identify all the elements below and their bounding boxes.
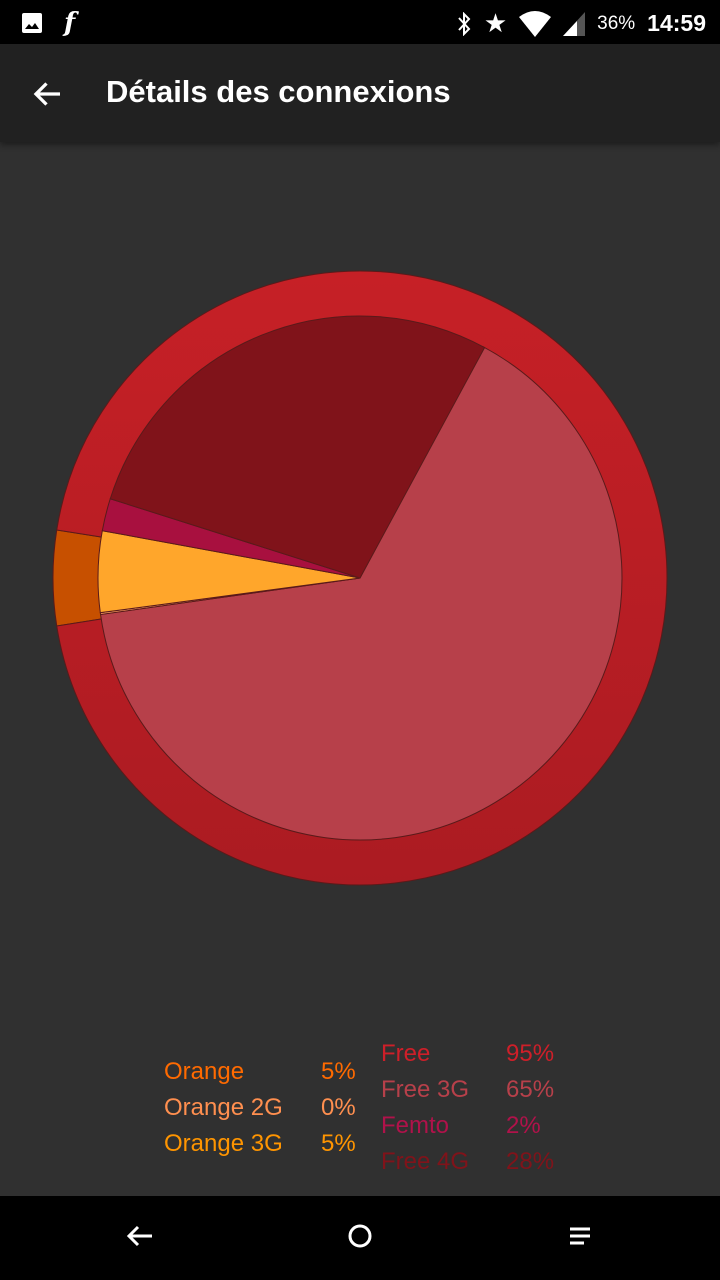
status-bar: f ★ 36% 14:59	[0, 0, 720, 44]
bluetooth-icon	[458, 11, 471, 36]
home-icon[interactable]	[348, 1224, 372, 1253]
legend-value: 2%	[506, 1112, 541, 1139]
legend-label: Free 4G	[381, 1148, 470, 1175]
legend-value: 65%	[506, 1076, 555, 1103]
legend-item: Orange 2G 0%	[164, 1090, 356, 1126]
legend-label: Orange 3G	[164, 1130, 283, 1157]
legend-orange: Orange 5% Orange 2G 0% Orange 3G 5%	[164, 1054, 356, 1162]
legend-value: 95%	[506, 1040, 555, 1067]
flash-f-icon: f	[64, 8, 76, 38]
battery-text: 36%	[597, 12, 636, 34]
legend-item: Free 4G 28%	[381, 1144, 554, 1180]
page-title: Détails des connexions	[106, 74, 451, 109]
legend-value: 5%	[321, 1130, 356, 1157]
pie-slice-free-4g	[109, 315, 486, 579]
star-icon: ★	[483, 8, 508, 38]
legend-item: Femto 2%	[381, 1108, 554, 1144]
back-icon[interactable]	[126, 1224, 154, 1253]
legend-item: Orange 3G 5%	[164, 1126, 356, 1162]
app-bar: Détails des connexions	[0, 44, 720, 142]
pie-chart	[52, 270, 668, 886]
legend-label: Femto	[381, 1112, 450, 1139]
legend-item: Orange 5%	[164, 1054, 356, 1090]
legend-label: Orange	[164, 1058, 245, 1085]
signal-icon	[563, 11, 586, 36]
legend-label: Free 3G	[381, 1076, 470, 1103]
wifi-icon	[519, 10, 552, 37]
legend-value: 28%	[506, 1148, 555, 1175]
legend-free: Free 95% Free 3G 65% Femto 2% Free 4G 28%	[381, 1036, 554, 1180]
menu-icon[interactable]	[570, 1224, 592, 1253]
legend-item: Free 95%	[381, 1036, 554, 1072]
legend-value: 5%	[321, 1058, 356, 1085]
nav-bar	[0, 1196, 720, 1280]
clock: 14:59	[647, 10, 706, 36]
arrow-left-icon[interactable]	[30, 76, 66, 112]
pie-slice-free-3g	[99, 345, 623, 841]
image-icon	[22, 13, 42, 33]
legend-item: Free 3G 65%	[381, 1072, 554, 1108]
legend-label: Orange 2G	[164, 1094, 283, 1121]
legend-label: Free	[381, 1040, 431, 1067]
legend-value: 0%	[321, 1094, 356, 1121]
